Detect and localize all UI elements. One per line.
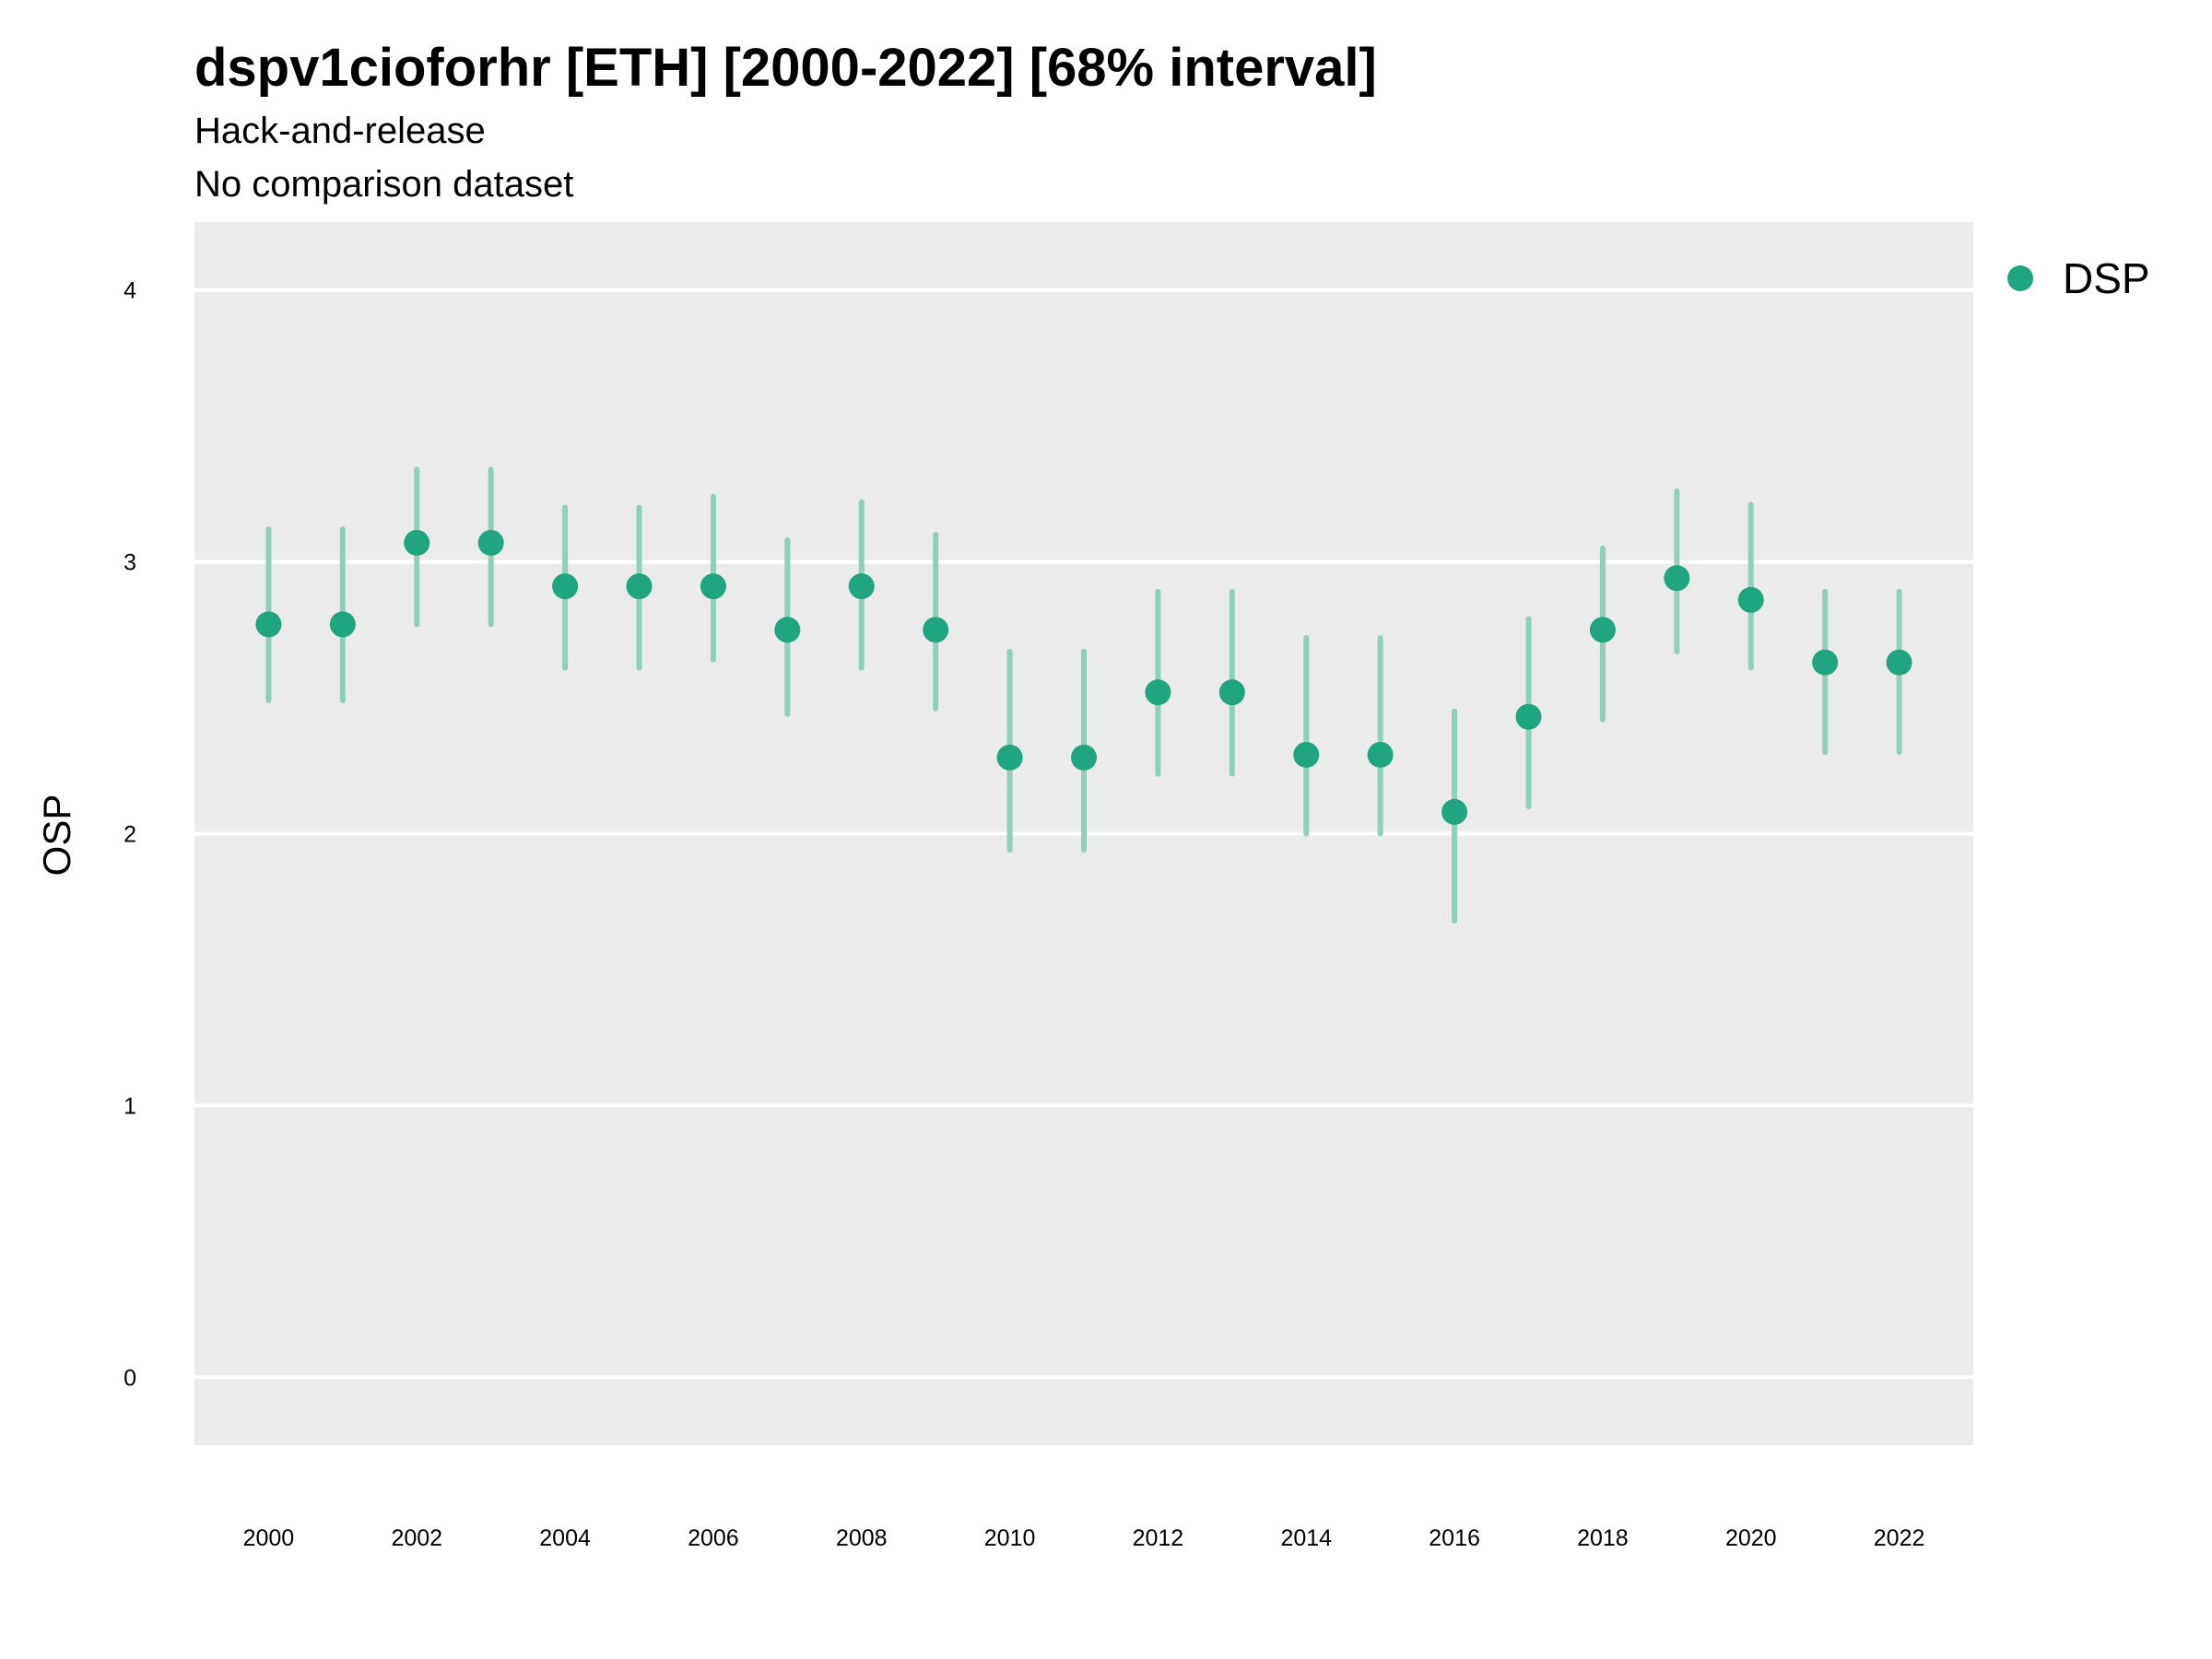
x-tick-label-2022: 2022 <box>1874 1525 1925 1551</box>
data-point-2010 <box>996 744 1023 771</box>
data-point-2014 <box>1293 741 1320 768</box>
data-point-2009 <box>923 617 949 643</box>
y-tick-label-3: 3 <box>124 550 136 576</box>
y-axis-label: OSP <box>35 794 78 877</box>
data-point-2016 <box>1441 798 1468 825</box>
data-point-2006 <box>700 573 726 600</box>
x-tick-label-2012: 2012 <box>1133 1525 1184 1551</box>
data-point-2011 <box>1071 744 1097 771</box>
data-point-2002 <box>404 529 430 556</box>
data-point-2007 <box>774 617 801 643</box>
data-point-2001 <box>329 611 356 638</box>
data-point-2004 <box>552 573 579 600</box>
x-tick-label-2002: 2002 <box>391 1525 442 1551</box>
data-point-2000 <box>255 611 282 638</box>
data-points <box>255 529 1912 825</box>
data-point-2015 <box>1367 741 1394 768</box>
data-point-2021 <box>1812 649 1839 676</box>
chart-subtitle-2: No comparison dataset <box>194 164 573 205</box>
x-tick-label-2010: 2010 <box>984 1525 1036 1551</box>
data-point-2017 <box>1515 703 1542 730</box>
y-axis-ticks: 0 1 2 3 4 <box>124 278 136 1392</box>
x-tick-label-2008: 2008 <box>836 1525 888 1551</box>
y-tick-label-2: 2 <box>124 822 136 848</box>
x-tick-label-2016: 2016 <box>1429 1525 1480 1551</box>
y-tick-label-0: 0 <box>124 1365 136 1391</box>
x-axis-ticks: 2000 2002 2004 2006 2008 2010 2012 2014 2016 2018… <box>243 1525 1925 1551</box>
data-point-2022 <box>1886 649 1912 676</box>
data-point-2005 <box>626 573 653 600</box>
x-tick-label-2020: 2020 <box>1725 1525 1777 1551</box>
x-tick-label-2000: 2000 <box>243 1525 295 1551</box>
chart-title: dspv1cioforhr [ETH] [2000-2022] [68% int… <box>194 38 1377 98</box>
data-point-2008 <box>848 573 875 600</box>
y-tick-label-4: 4 <box>124 278 136 304</box>
legend: DSP <box>2007 254 2150 302</box>
y-tick-label-1: 1 <box>124 1093 136 1119</box>
x-tick-label-2004: 2004 <box>539 1525 591 1551</box>
legend-dot-dsp <box>2007 265 2033 291</box>
x-tick-label-2014: 2014 <box>1280 1525 1332 1551</box>
data-point-2012 <box>1145 679 1171 706</box>
data-point-2018 <box>1589 617 1616 643</box>
data-point-2020 <box>1737 586 1764 613</box>
data-point-2019 <box>1664 565 1690 592</box>
data-point-2003 <box>477 529 504 556</box>
chart-subtitle: Hack-and-release <box>194 111 486 151</box>
data-point-2013 <box>1218 679 1245 706</box>
x-tick-label-2006: 2006 <box>688 1525 739 1551</box>
legend-label-dsp: DSP <box>2063 254 2150 302</box>
x-tick-label-2018: 2018 <box>1577 1525 1629 1551</box>
